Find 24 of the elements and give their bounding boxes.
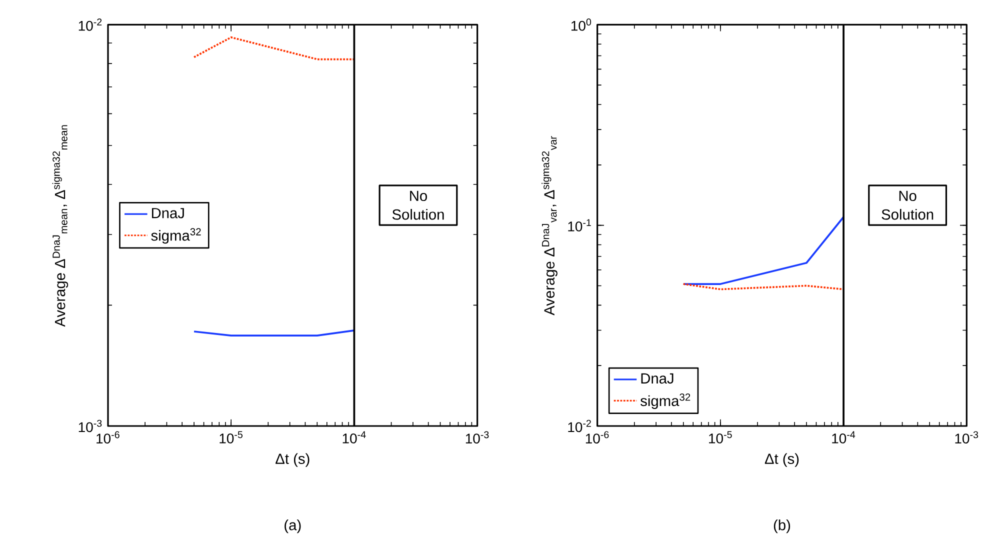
y-tick-label: 10$^{-1}$ xyxy=(568,219,591,232)
legend-label: sigma$^{32}$ xyxy=(640,393,690,409)
x-axis-title: Δt (s) xyxy=(764,453,799,467)
x-tick-label: 10$^{-4}$ xyxy=(342,431,366,444)
x-axis-title: Δt (s) xyxy=(276,453,310,467)
legend-label: DnaJ xyxy=(152,208,184,218)
x-tick-label: 10$^{-6}$ xyxy=(96,431,120,444)
annotation: No Solution xyxy=(882,190,934,220)
x-tick-label: 10$^{-3}$ xyxy=(955,431,978,444)
x-tick-label: 10$^{-5}$ xyxy=(709,431,732,444)
y-tick-label: 10$^{-2}$ xyxy=(78,18,102,31)
x-tick-label: 10$^{-4}$ xyxy=(832,431,856,444)
text: (a) xyxy=(284,520,301,534)
x-tick-label: 10$^{-5}$ xyxy=(220,431,243,444)
y-tick-label: 10$^{0}$ xyxy=(571,18,592,31)
legend-label: sigma$^{32}$ xyxy=(151,228,201,244)
x-tick-label: 10$^{-6}$ xyxy=(586,431,609,444)
legend-label: DnaJ xyxy=(641,373,674,384)
text: (b) xyxy=(774,519,790,534)
y-tick-label: 10$^{-2}$ xyxy=(568,420,591,432)
annotation: No Solution xyxy=(392,190,444,220)
x-tick-label: 10$^{-3}$ xyxy=(466,431,489,444)
y-axis-title: Average Δ$^{DnaJ}$$_{mean}$, Δ$^{sigma32}$mean xyxy=(52,125,68,327)
y-axis-title: Average Δ$^{DnaJ}$$_{var}$, Δ$^{sigma32}$var xyxy=(542,136,558,316)
